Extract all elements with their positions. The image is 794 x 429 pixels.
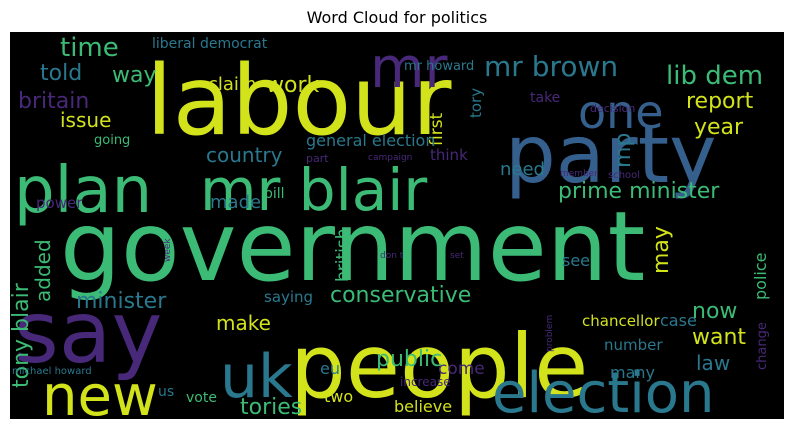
word-vote: vote xyxy=(186,390,217,406)
word-prime-minister: prime minister xyxy=(558,179,720,204)
word-campaign: campaign xyxy=(368,153,412,163)
word-labour: labour xyxy=(146,45,452,157)
word-first: first xyxy=(427,112,447,146)
word-number: number xyxy=(604,336,663,354)
word-mr: mr xyxy=(370,36,449,101)
word-member: member xyxy=(560,169,598,179)
word-made: made xyxy=(210,192,261,213)
word-election: election xyxy=(492,361,715,419)
word-tony-blair: tony blair xyxy=(10,282,34,388)
word-liberal-democrat: liberal democrat xyxy=(152,36,268,52)
word-saying: saying xyxy=(264,288,313,306)
word-may: may xyxy=(649,226,674,274)
word-british: british xyxy=(333,228,353,282)
word-week: week xyxy=(163,238,173,262)
word-come: come xyxy=(438,359,485,379)
word-new: new xyxy=(42,364,158,419)
word-tories: tories xyxy=(240,395,302,419)
word-need: need xyxy=(500,159,545,180)
word-one: one xyxy=(578,85,664,139)
word-party: party xyxy=(505,108,716,201)
word-school: school xyxy=(608,170,640,181)
word-case: case xyxy=(660,311,697,330)
word-set: set xyxy=(450,251,464,261)
word-increase: increase xyxy=(400,375,451,389)
word-people: people xyxy=(290,315,588,418)
word-believe: believe xyxy=(394,397,452,416)
word-mr-blair: mr blair xyxy=(200,156,427,224)
word-power: power xyxy=(36,194,83,212)
word-added: added xyxy=(31,239,55,302)
word-told: told xyxy=(40,61,82,86)
word-police: police xyxy=(751,253,770,300)
word-problem: problem xyxy=(545,315,555,352)
word-michael-howard: michael howard xyxy=(12,366,92,377)
word-law: law xyxy=(696,351,730,375)
word-take: take xyxy=(530,90,560,106)
word-two: two xyxy=(324,387,353,406)
word-year: year xyxy=(694,115,744,140)
word-way: way xyxy=(112,63,157,88)
word-chancellor: chancellor xyxy=(582,312,660,330)
word-uk: uk xyxy=(220,342,293,412)
word-lib-dem: lib dem xyxy=(666,61,763,91)
word-minister: minister xyxy=(76,289,167,314)
word-make: make xyxy=(216,311,271,335)
word-see: see xyxy=(562,251,590,270)
word-claim: claim xyxy=(208,74,256,95)
figure-title: Word Cloud for politics xyxy=(306,8,488,27)
word-britain: britain xyxy=(18,89,89,114)
word-cloud-canvas: government labour party people say plan mr bla… xyxy=(10,33,770,419)
word-public: public xyxy=(376,347,442,372)
word-country: country xyxy=(206,143,283,167)
word-cloud: government labour party people say plan mr bla… xyxy=(10,32,784,419)
word-mr-brown: mr brown xyxy=(484,50,618,83)
word-general-election: general election xyxy=(306,131,435,150)
word-plan: plan xyxy=(14,154,152,228)
word-report: report xyxy=(686,89,754,114)
word-work: work xyxy=(266,73,319,98)
word-say: say xyxy=(14,283,162,383)
word-bill: bill xyxy=(264,186,285,202)
word-government: government xyxy=(60,191,645,303)
word-think: think xyxy=(430,146,468,164)
word-us: us xyxy=(158,384,174,400)
word-want: want xyxy=(692,325,746,350)
word-part: part xyxy=(306,152,329,165)
word-going: going xyxy=(94,133,130,148)
word-now: now xyxy=(692,299,737,324)
word-tory: tory xyxy=(467,88,485,118)
word-dont: don t xyxy=(380,251,404,261)
word-mr-howard: mr howard xyxy=(404,59,474,74)
word-change: change xyxy=(755,322,770,370)
word-decision: decision xyxy=(590,102,635,115)
word-conservative: conservative xyxy=(330,283,471,308)
word-eu: eu xyxy=(320,359,340,378)
word-many: many xyxy=(610,363,655,382)
word-mp: mp xyxy=(611,133,636,168)
word-time: time xyxy=(60,33,119,63)
word-issue: issue xyxy=(60,108,111,132)
